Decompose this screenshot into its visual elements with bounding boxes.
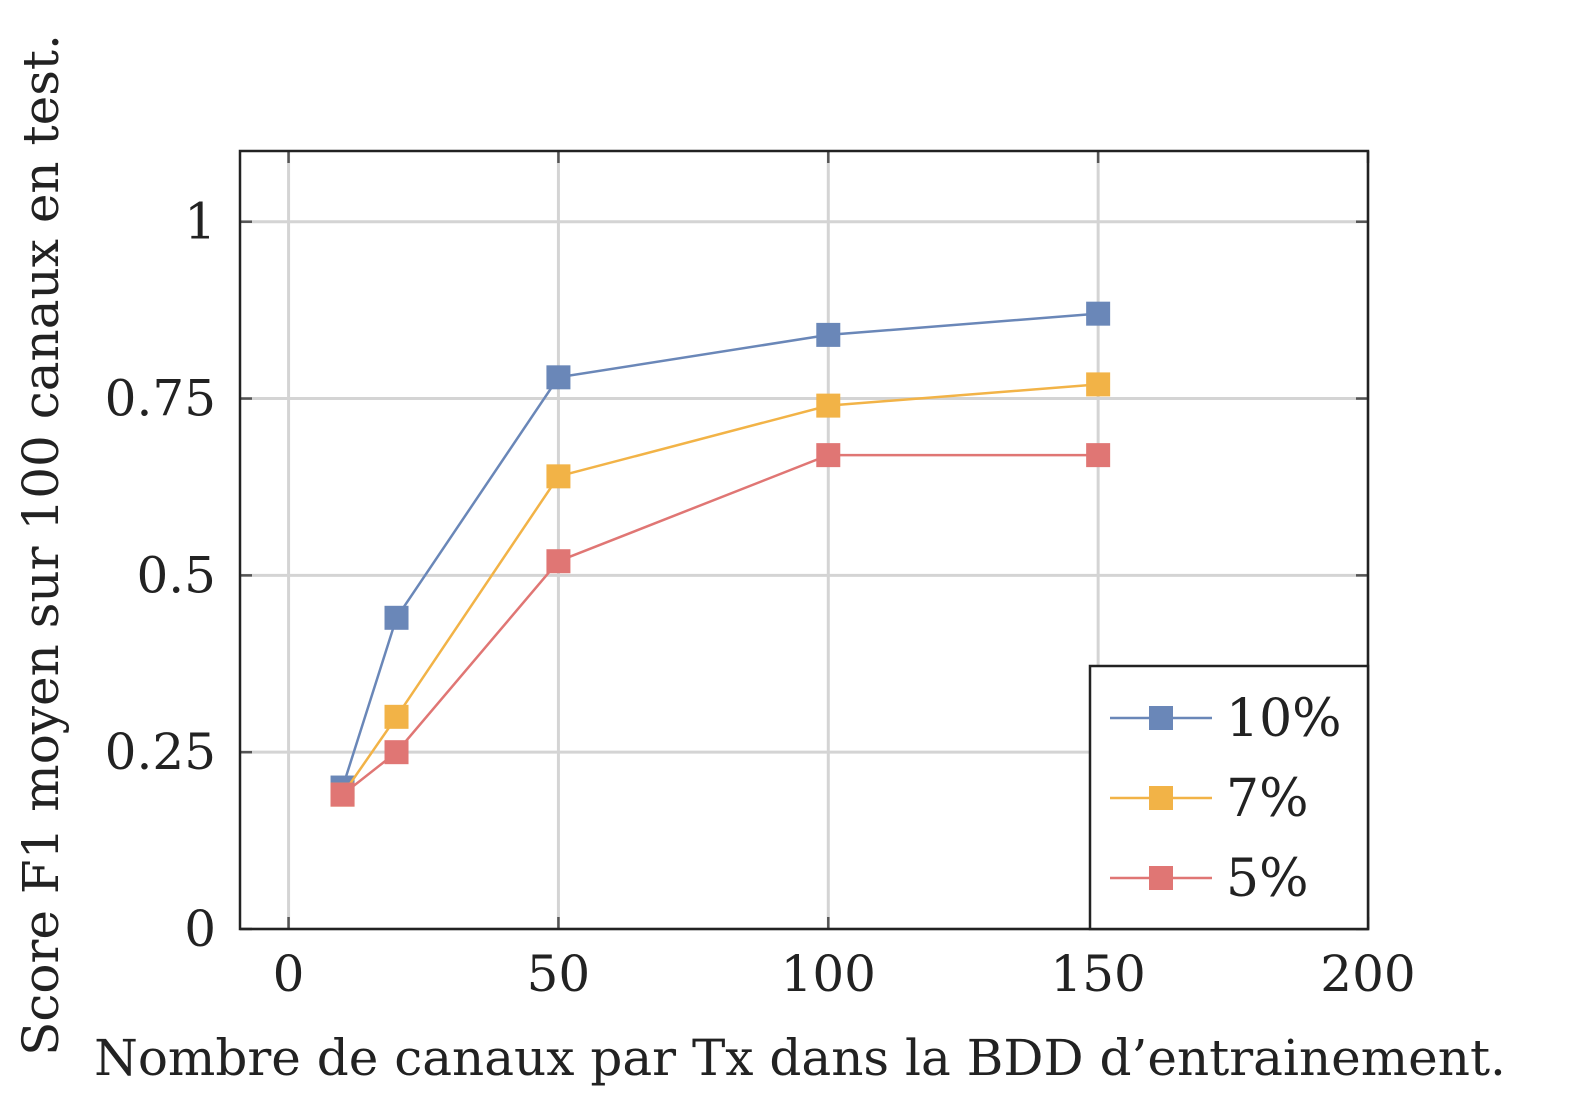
data-point xyxy=(1086,443,1111,468)
data-point xyxy=(816,322,841,347)
legend-marker xyxy=(1149,786,1173,810)
data-point xyxy=(1086,301,1111,326)
data-point xyxy=(384,704,409,729)
series-10pct xyxy=(330,301,1111,800)
legend-label: 7% xyxy=(1226,769,1309,829)
y-axis-title: Score F1 moyen sur 100 canaux en test. xyxy=(12,34,70,1056)
data-point xyxy=(330,782,355,807)
data-point xyxy=(1086,372,1111,397)
data-point xyxy=(384,740,409,765)
x-tick-label: 100 xyxy=(781,945,876,1003)
y-tick-label: 0.25 xyxy=(105,723,216,781)
legend-marker xyxy=(1149,866,1173,890)
x-axis-title: Nombre de canaux par Tx dans la BDD d’en… xyxy=(94,1029,1506,1087)
legend-label: 10% xyxy=(1226,689,1342,749)
series-5pct xyxy=(330,443,1111,807)
x-tick-label: 200 xyxy=(1320,945,1415,1003)
axis-labels: Nombre de canaux par Tx dans la BDD d’en… xyxy=(12,34,1506,1087)
legend-marker xyxy=(1149,706,1173,730)
series-line xyxy=(341,453,1099,796)
series-line xyxy=(341,383,1099,796)
data-point xyxy=(384,605,409,630)
series-7pct xyxy=(330,372,1111,807)
data-point xyxy=(546,549,571,574)
legend: 10% 7% 5% xyxy=(1088,664,1370,931)
legend-item: 7% xyxy=(1110,769,1309,829)
legend-label: 5% xyxy=(1226,849,1309,909)
data-point xyxy=(816,393,841,418)
axes: 0 50 100 150 200 0 0.25 0.5 0.75 1 xyxy=(105,149,1416,1003)
plot-frame xyxy=(238,149,1370,931)
x-tick-label: 150 xyxy=(1050,945,1145,1003)
y-tick-label: 0.75 xyxy=(105,370,216,428)
data-point xyxy=(546,365,571,390)
x-tick-label: 0 xyxy=(273,945,305,1003)
legend-item: 5% xyxy=(1110,849,1309,909)
y-tick-label: 0.5 xyxy=(136,546,216,604)
y-tick-label: 0 xyxy=(184,900,216,958)
data-point xyxy=(546,464,571,489)
x-tick-label: 50 xyxy=(527,945,591,1003)
y-tick-label: 1 xyxy=(184,193,216,251)
series-line xyxy=(341,312,1099,788)
series-layer xyxy=(330,301,1111,807)
legend-item: 10% xyxy=(1110,689,1342,749)
data-point xyxy=(816,443,841,468)
